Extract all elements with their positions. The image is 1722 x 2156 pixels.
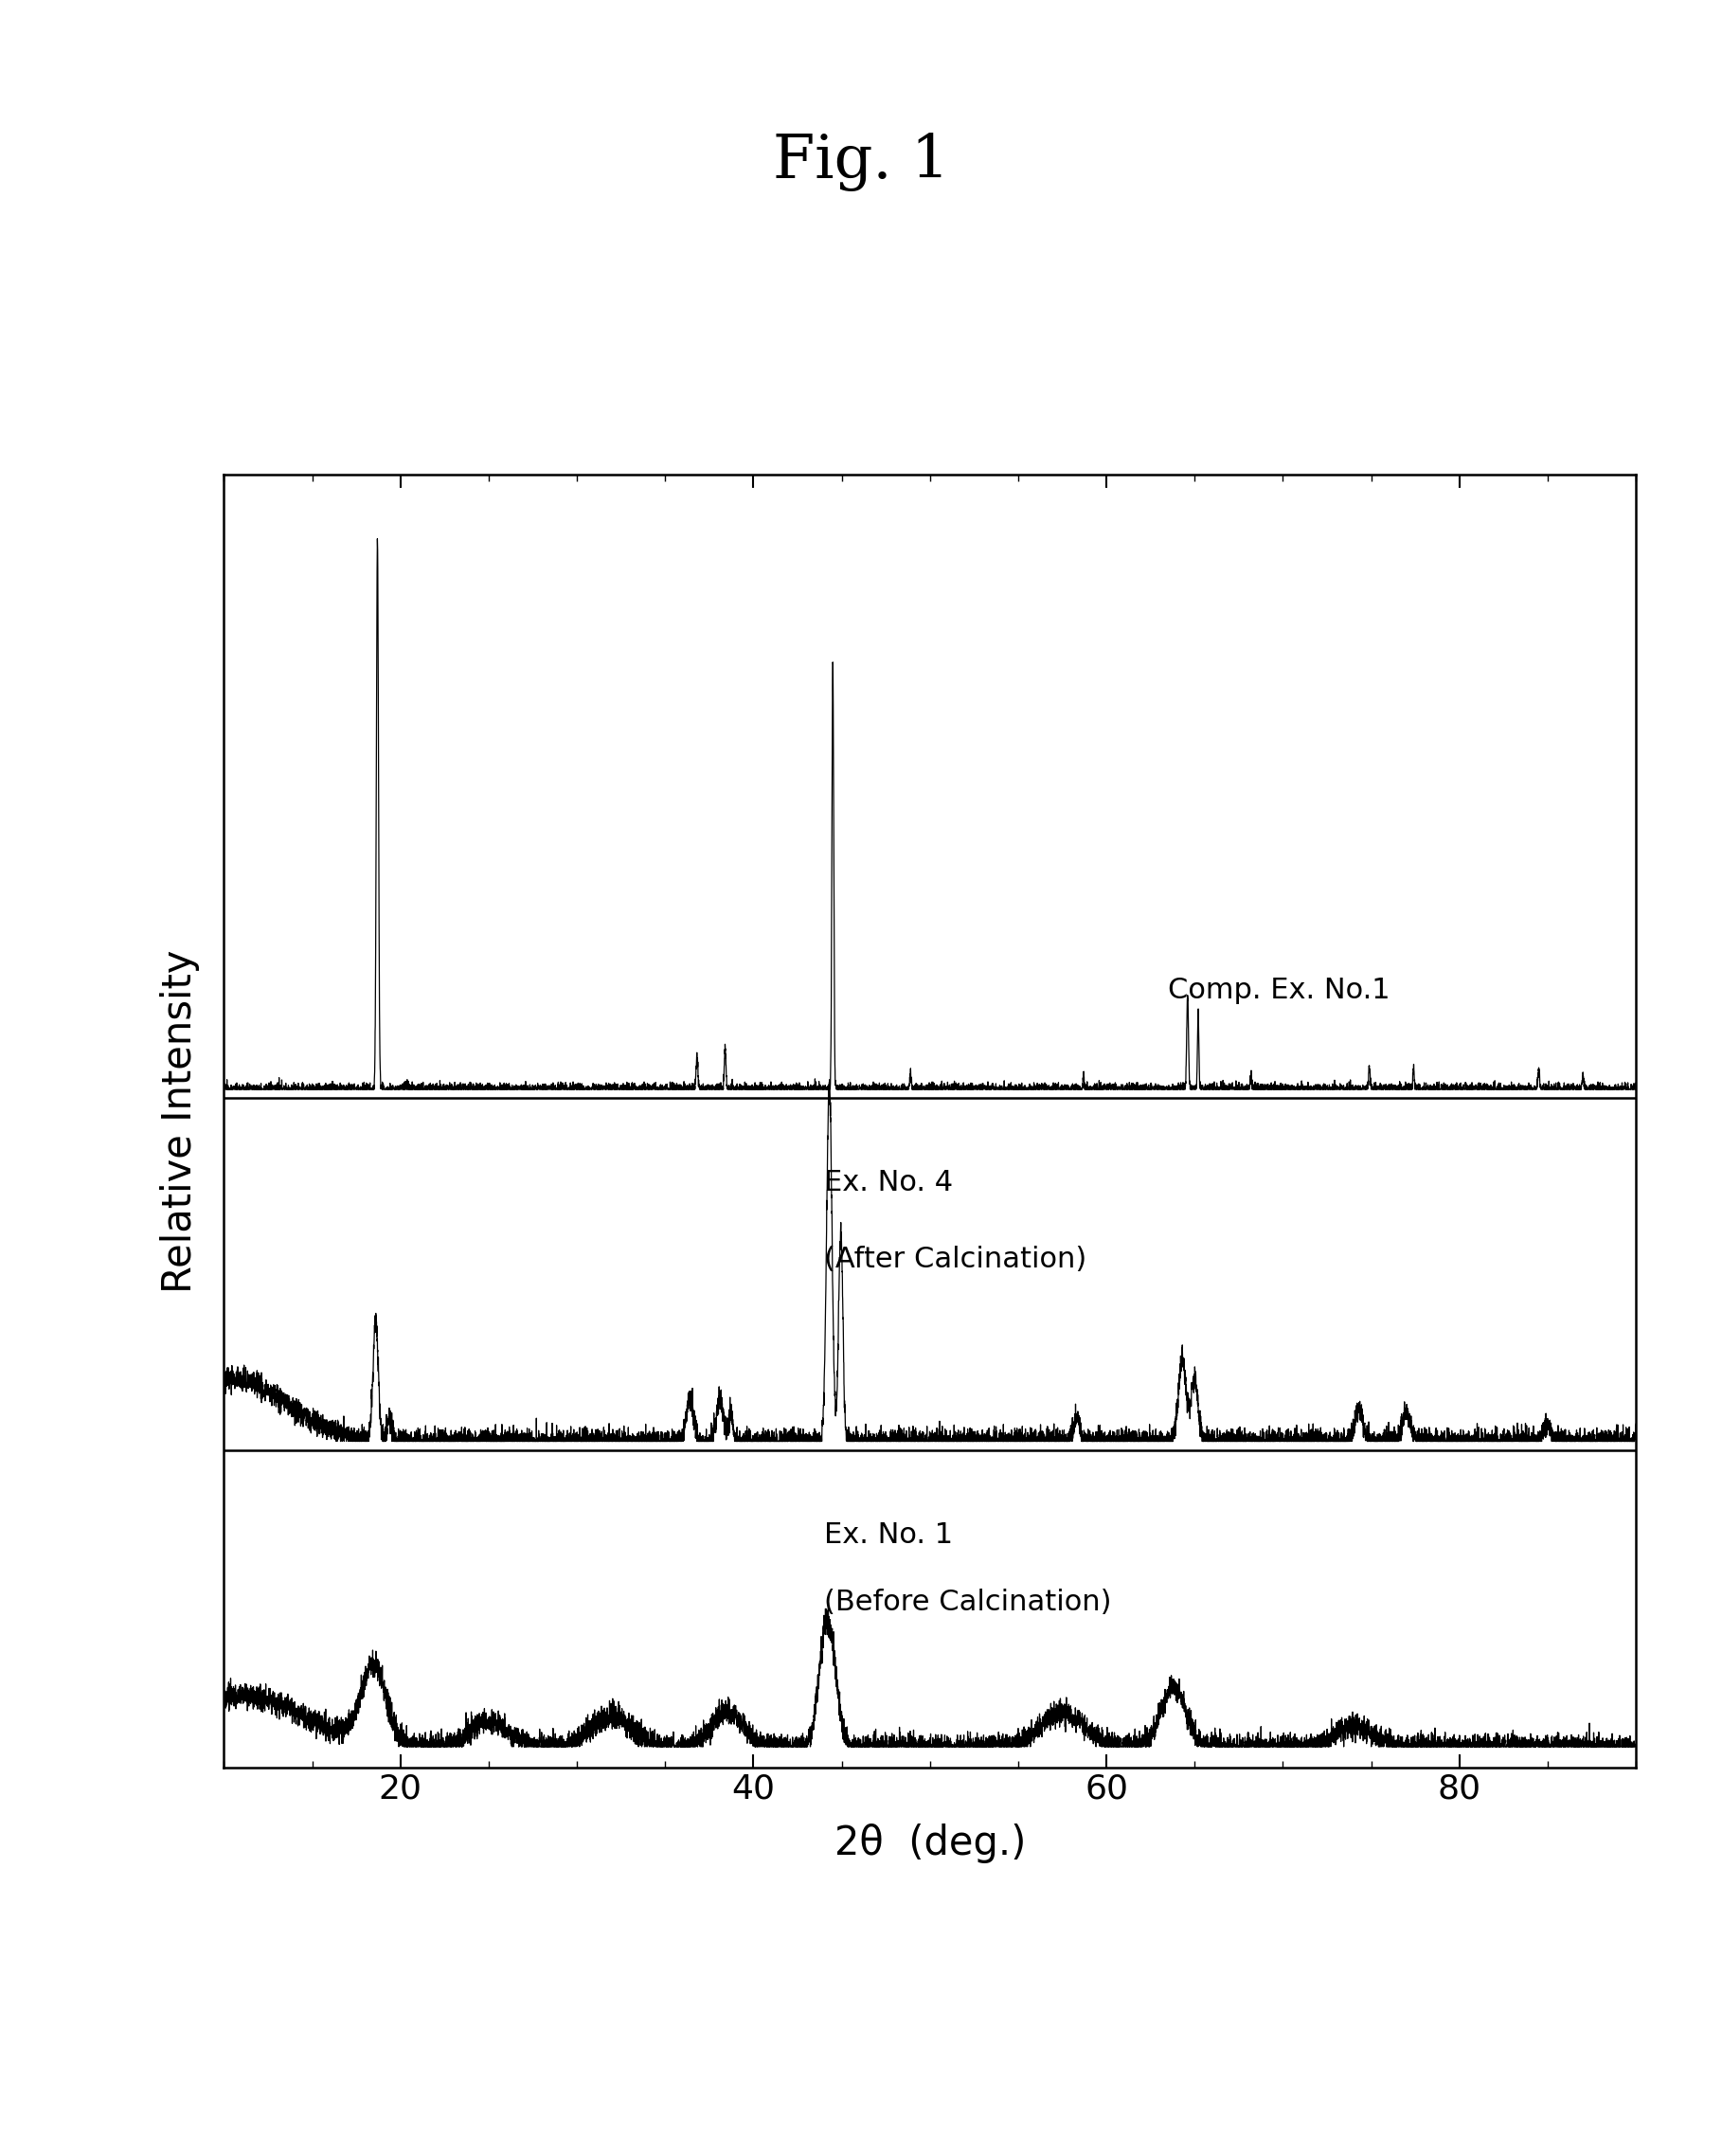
Text: Fig. 1: Fig. 1 bbox=[773, 132, 949, 192]
Text: (Before Calcination): (Before Calcination) bbox=[823, 1589, 1111, 1617]
Text: (After Calcination): (After Calcination) bbox=[823, 1246, 1087, 1272]
Y-axis label: Relative Intensity: Relative Intensity bbox=[160, 949, 200, 1294]
X-axis label: 2θ  (deg.): 2θ (deg.) bbox=[833, 1824, 1026, 1863]
Text: Ex. No. 1: Ex. No. 1 bbox=[823, 1520, 952, 1548]
Text: Comp. Ex. No.1: Comp. Ex. No.1 bbox=[1168, 977, 1390, 1005]
Text: Ex. No. 4: Ex. No. 4 bbox=[823, 1169, 952, 1197]
